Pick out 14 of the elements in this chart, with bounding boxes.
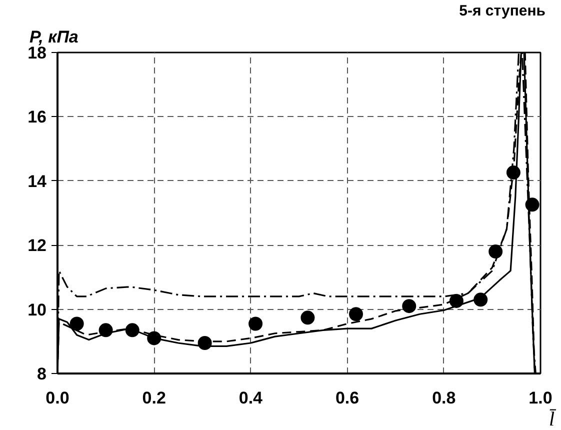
x-tick-label: 0.4 [238, 388, 264, 408]
x-tick-label: 1.0 [528, 388, 552, 408]
x-tick-label: 0.0 [46, 388, 70, 408]
y-tick-label: 14 [28, 172, 48, 191]
y-tick-label: 16 [28, 108, 47, 127]
chart-title: 5-я ступень [459, 2, 546, 20]
x-axis-title: l̄ [548, 408, 556, 430]
x-tick-label: 0.8 [432, 388, 456, 408]
y-axis-title: P, кПа [30, 28, 78, 46]
x-tick-label: 0.6 [335, 388, 360, 408]
y-tick-label: 8 [37, 364, 47, 384]
x-tick-label: 0.2 [142, 388, 166, 408]
y-tick-label: 10 [28, 300, 47, 320]
y-tick-label: 12 [28, 236, 47, 256]
